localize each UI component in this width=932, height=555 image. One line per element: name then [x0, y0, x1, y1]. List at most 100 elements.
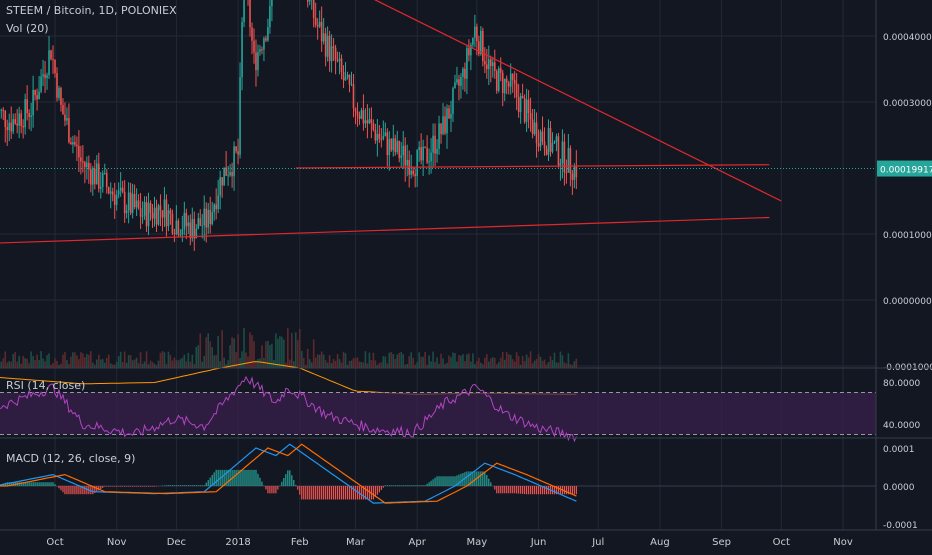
candle-body	[14, 119, 16, 123]
volume-bar	[102, 359, 104, 368]
volume-bar	[496, 364, 498, 368]
volume-bar	[142, 364, 144, 368]
volume-bar	[462, 354, 464, 368]
candle-body	[424, 147, 426, 148]
volume-bar	[221, 330, 223, 368]
volume-bar	[359, 361, 361, 368]
volume-bar	[297, 340, 299, 368]
candle-body	[564, 142, 566, 173]
volume-bar	[512, 359, 514, 368]
candle-body	[524, 98, 526, 122]
volume-bar	[16, 362, 18, 368]
candle-body	[82, 161, 84, 162]
volume-bar	[490, 358, 492, 368]
candle-body	[317, 25, 319, 27]
candle-body	[488, 59, 490, 69]
volume-bar	[536, 359, 538, 368]
candle-body	[514, 80, 516, 83]
volume-bar	[199, 334, 201, 368]
volume-bar	[446, 363, 448, 368]
volume-bar	[132, 360, 134, 368]
candle-body	[351, 84, 353, 85]
volume-bar	[510, 355, 512, 368]
candle-body	[90, 169, 92, 184]
candle-body	[574, 166, 576, 180]
candle-body	[132, 194, 134, 213]
volume-bar	[311, 362, 313, 368]
candle-body	[253, 41, 255, 53]
volume-bar	[265, 341, 267, 368]
volume-bar	[68, 364, 70, 368]
candle-body	[44, 74, 46, 78]
candle-body	[454, 82, 456, 88]
volume-bar	[128, 355, 130, 368]
candle-body	[213, 205, 215, 213]
candle-body	[158, 205, 160, 224]
candle-body	[160, 205, 162, 210]
candle-body	[323, 33, 325, 41]
candle-body	[192, 219, 194, 238]
volume-bar	[349, 361, 351, 368]
volume-bar	[116, 362, 118, 368]
candle-body	[70, 142, 72, 144]
volume-bar	[44, 361, 46, 368]
volume-bar	[160, 353, 162, 368]
candle-body	[576, 166, 578, 178]
candle-body	[498, 68, 500, 91]
volume-bar	[0, 362, 2, 368]
volume-bar	[106, 358, 108, 368]
candle-body	[162, 210, 164, 217]
candle-body	[313, 0, 315, 18]
candle-body	[307, 0, 309, 2]
candle-body	[122, 188, 124, 192]
candle-body	[544, 142, 546, 149]
candle-body	[333, 46, 335, 47]
volume-bar	[398, 353, 400, 368]
candle-body	[365, 120, 367, 123]
candle-body	[36, 95, 38, 99]
volume-bar	[281, 337, 283, 368]
volume-bar	[472, 353, 474, 368]
volume-bar	[257, 359, 259, 368]
candle-body	[458, 79, 460, 86]
candle-body	[54, 60, 56, 73]
macd-tick-label: 0.0001	[883, 445, 915, 455]
candle-body	[138, 201, 140, 209]
candle-body	[502, 73, 504, 93]
time-tick-label: Feb	[291, 537, 309, 548]
price-tick-label: 0.00040000	[883, 33, 932, 43]
volume-bar	[88, 355, 90, 368]
candle-body	[480, 31, 482, 54]
volume-bar	[323, 354, 325, 368]
volume-bar	[22, 356, 24, 368]
candle-body	[178, 221, 180, 235]
candle-body	[387, 132, 389, 155]
volume-bar	[138, 363, 140, 368]
volume-bar	[209, 341, 211, 368]
volume-bar	[492, 357, 494, 368]
volume-bar	[48, 353, 50, 368]
candle-body	[339, 59, 341, 61]
volume-bar	[223, 358, 225, 368]
volume-bar	[562, 355, 564, 368]
candle-body	[363, 110, 365, 123]
volume-bar	[367, 363, 369, 368]
candle-body	[188, 223, 190, 227]
candle-body	[492, 62, 494, 66]
volume-bar	[576, 359, 578, 368]
volume-bar	[355, 358, 357, 368]
candle-body	[235, 146, 237, 151]
candle-body	[32, 90, 34, 115]
candle-body	[118, 190, 120, 194]
candle-body	[52, 59, 54, 60]
volume-bar	[253, 341, 255, 368]
candle-body	[203, 209, 205, 226]
volume-bar	[506, 352, 508, 368]
volume-bar	[64, 352, 66, 368]
candle-body	[62, 105, 64, 115]
volume-bar	[164, 352, 166, 368]
volume-bar	[56, 361, 58, 368]
candle-body	[315, 18, 317, 25]
